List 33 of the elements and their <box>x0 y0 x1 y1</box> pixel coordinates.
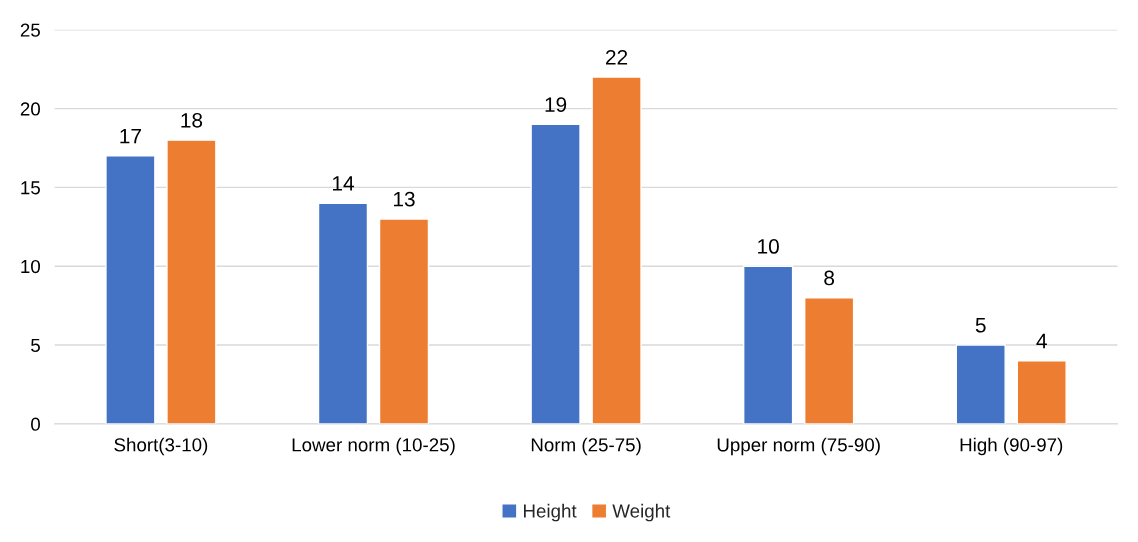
bar <box>378 218 430 424</box>
bar <box>317 202 369 424</box>
x-tick-label: Upper norm (75-90) <box>717 437 880 456</box>
data-label: 13 <box>394 191 415 207</box>
bar <box>105 155 156 424</box>
data-label: 4 <box>1036 333 1047 349</box>
data-label: 17 <box>120 128 141 144</box>
bar <box>1016 360 1067 424</box>
data-label: 19 <box>545 97 567 112</box>
legend-label: Height <box>524 503 577 522</box>
bar <box>591 76 642 424</box>
x-tick-label: High (90-97) <box>960 437 1063 456</box>
data-label: 22 <box>606 49 628 65</box>
bar <box>743 265 794 424</box>
y-tick-label: 25 <box>20 23 40 37</box>
y-tick-label: 10 <box>21 259 40 274</box>
data-label: 8 <box>824 270 835 286</box>
x-tick-label: Short(3-10) <box>114 437 208 456</box>
bar <box>166 139 217 424</box>
legend-label: Weight <box>612 503 671 522</box>
y-tick-label: 5 <box>31 338 40 353</box>
data-label: 18 <box>181 112 203 128</box>
bar <box>804 297 855 424</box>
data-label: 10 <box>758 239 779 254</box>
y-tick-label: 20 <box>20 102 40 116</box>
x-tick-label: Lower norm (10-25) <box>292 437 455 456</box>
data-label: 5 <box>975 318 986 333</box>
y-tick-label: 0 <box>31 417 40 431</box>
x-tick-label: Norm (25-75) <box>531 437 641 456</box>
y-tick-label: 15 <box>21 181 40 195</box>
data-label: 14 <box>332 176 354 191</box>
bar <box>955 344 1006 424</box>
bar <box>530 123 581 424</box>
